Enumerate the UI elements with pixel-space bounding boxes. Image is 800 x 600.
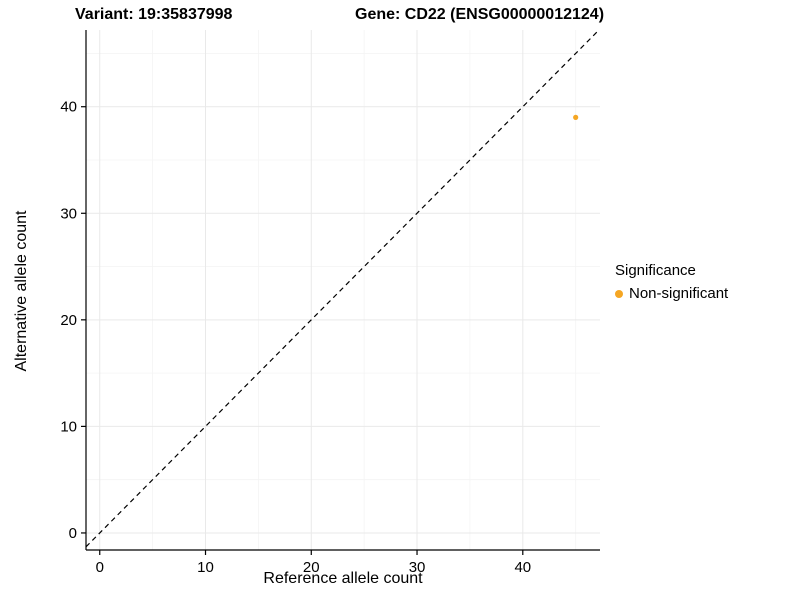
y-axis-label: Alternative allele count	[13, 210, 30, 372]
x-tick-label: 30	[409, 559, 426, 576]
x-tick-label: 40	[514, 559, 531, 576]
legend-entry-label: Non-significant	[629, 285, 729, 302]
plot-panel	[86, 30, 600, 550]
x-tick-label: 0	[96, 559, 104, 576]
y-tick-label: 10	[60, 418, 77, 435]
variant-title: Variant: 19:35837998	[75, 6, 233, 23]
legend-entry: Non-significant	[615, 285, 728, 302]
legend: Significance Non-significant	[615, 262, 728, 302]
data-point	[573, 114, 579, 120]
x-tick-label: 10	[197, 559, 214, 576]
legend-point-icon	[615, 289, 623, 298]
y-tick-label: 0	[69, 525, 77, 542]
y-tick-label: 40	[60, 99, 77, 116]
y-tick-label: 30	[60, 205, 77, 222]
gene-title: Gene: CD22 (ENSG00000012124)	[355, 6, 605, 23]
legend-title: Significance	[615, 262, 696, 279]
x-axis-label: Reference allele count	[263, 570, 423, 587]
identity-line	[85, 29, 600, 548]
x-tick-label: 20	[303, 559, 320, 576]
y-tick-label: 20	[60, 312, 77, 329]
